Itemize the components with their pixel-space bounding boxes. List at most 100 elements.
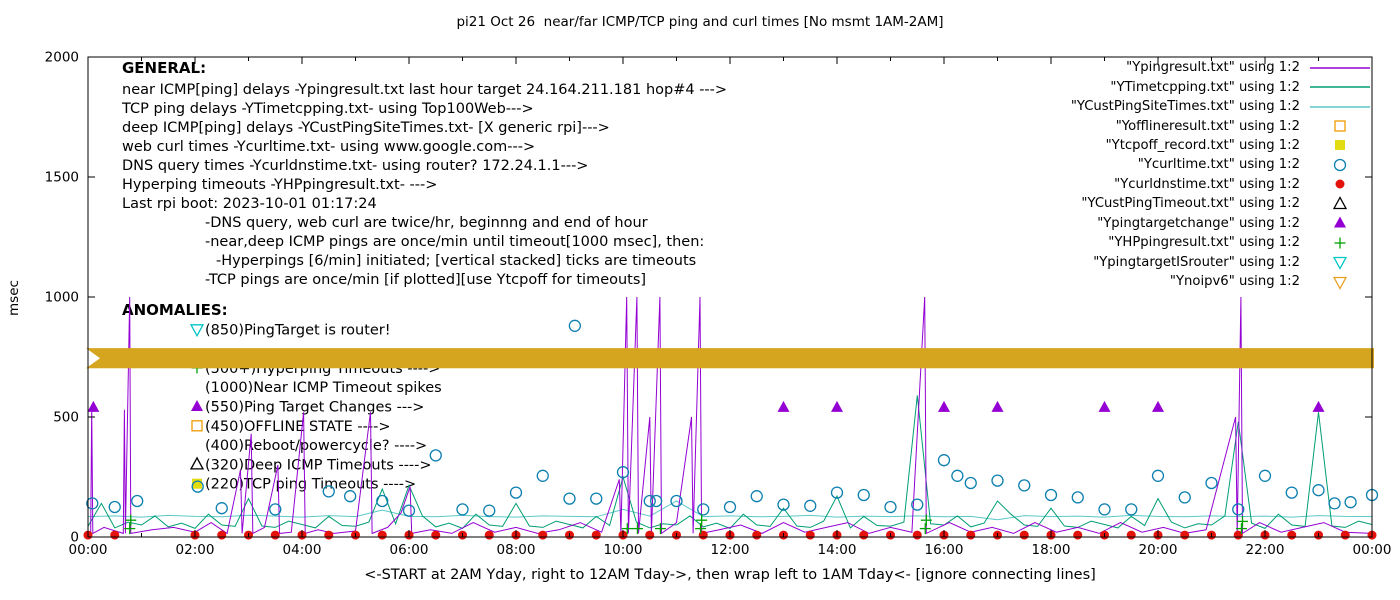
general-line: TCP ping delays -YTimetcpping.txt- using…	[121, 101, 534, 117]
anomaly-square-open	[191, 420, 203, 432]
legend-item-label: "YTimetcpping.txt" using 1:2	[1110, 79, 1300, 95]
series-deep_ping_sites	[87, 500, 1373, 521]
circle-open-marker	[1044, 488, 1058, 502]
circle-filled-marker	[645, 530, 655, 540]
triangle-filled-marker	[1312, 400, 1325, 412]
triangle-filled-icon	[1334, 216, 1346, 228]
legend-item-label: "Ypingresult.txt" using 1:2	[1126, 60, 1300, 76]
circle-filled-icon	[1335, 179, 1345, 189]
circle-open-marker	[429, 449, 442, 462]
circle-open-marker	[86, 497, 99, 510]
legend-item: "YTimetcpping.txt" using 1:2	[1071, 77, 1372, 96]
legend-marker-triangle-open	[1332, 195, 1348, 209]
anomaly-triangle-filled	[191, 400, 203, 411]
legend-marker-circle-open	[1333, 158, 1347, 172]
circle-open-marker	[1312, 484, 1325, 497]
circle-open-marker	[830, 486, 844, 499]
series-hyperping	[124, 514, 1249, 535]
square-open-icon	[1334, 120, 1346, 132]
legend-item: "YCustPingTimeout.txt" using 1:2	[1071, 194, 1372, 213]
series-near_icmp_ping	[88, 296, 1373, 535]
circle-open-marker	[1018, 479, 1031, 492]
plus-icon	[1334, 237, 1346, 249]
circle-open-marker	[1285, 486, 1298, 499]
legend-item: "Yofflineresult.txt" using 1:2	[1071, 116, 1372, 135]
plus-marker	[125, 514, 137, 526]
circle-open-marker	[643, 494, 656, 508]
x-tick-label: 12:00	[711, 542, 750, 558]
triangle-filled-marker	[87, 400, 100, 412]
circle-open-marker	[1071, 491, 1084, 504]
anomaly-triangle-down-open	[189, 324, 205, 338]
y-tick-label: 1000	[45, 290, 79, 306]
circle-filled-marker	[538, 530, 548, 540]
plus-marker	[1235, 523, 1247, 535]
series-web_curl	[86, 319, 1379, 517]
plus-marker	[124, 523, 136, 535]
general-line: -Hyperpings [6/min] initiated; [vertical…	[216, 253, 696, 269]
x-tick-label: 06:00	[390, 542, 429, 558]
anomaly-line: (320)Deep ICMP Timeouts ---->	[205, 457, 432, 473]
legend-item-label: "Ycurldnstime.txt" using 1:2	[1114, 176, 1300, 192]
general-line: near ICMP[ping] delays -Ypingresult.txt …	[122, 82, 727, 98]
y-tick-label: 1500	[45, 170, 79, 186]
plus-marker	[696, 514, 708, 526]
legend-item: "YHPpingresult.txt" using 1:2	[1071, 233, 1372, 252]
legend-item: "Ytcpoff_record.txt" using 1:2	[1071, 136, 1372, 155]
circle-filled-marker	[217, 530, 227, 540]
plus-marker	[919, 523, 931, 535]
circle-open-marker	[804, 499, 817, 512]
circle-open-marker	[536, 469, 549, 482]
legend-item-label: "Ypingtargetchange" using 1:2	[1097, 215, 1300, 231]
anomaly-line: (850)PingTarget is router!	[205, 322, 391, 338]
circle-open-marker	[670, 494, 683, 508]
general-line: Hyperping timeouts -YHPpingresult.txt- -…	[122, 177, 437, 193]
circle-open-marker	[402, 504, 416, 517]
circle-open-marker	[215, 502, 228, 515]
legend-item: "Ypingresult.txt" using 1:2	[1071, 58, 1372, 77]
circle-open-marker	[563, 492, 576, 505]
general-notes: GENERAL: near ICMP[ping] delays -Ypingres…	[121, 59, 727, 288]
circle-open-marker	[322, 485, 335, 498]
circle-open-marker	[191, 480, 204, 493]
legend-item-label: "YCustPingTimeout.txt" using 1:2	[1081, 196, 1300, 212]
circle-open-marker	[857, 488, 870, 502]
circle-open-marker	[1098, 503, 1111, 516]
circle-open-marker	[1151, 469, 1165, 482]
legend-item-label: "YHPpingresult.txt" using 1:2	[1108, 235, 1300, 251]
axes: 0 500 1000 1500 2000 00:00 02:00 04:00 06:00 08:0…	[45, 50, 1392, 559]
circle-open-marker	[650, 494, 663, 508]
circle-open-marker	[108, 500, 121, 514]
plus-marker	[621, 523, 633, 535]
circle-filled-marker	[324, 530, 334, 540]
x-tick-label: 04:00	[283, 542, 322, 558]
circle-filled-marker	[1019, 530, 1029, 540]
general-header: GENERAL:	[122, 59, 206, 77]
legend-item: "Ynoipv6" using 1:2	[1071, 272, 1372, 291]
legend-marker-line	[1310, 86, 1370, 88]
circle-open-marker	[937, 454, 951, 467]
general-line: deep ICMP[ping] delays -YCustPingSiteTim…	[122, 120, 610, 136]
circle-open-marker	[483, 504, 496, 517]
x-tick-label: 22:00	[1246, 542, 1285, 558]
circle-open-marker	[1344, 496, 1357, 509]
series-noipv6_band	[86, 348, 1374, 369]
legend-item-label: "YpingtargetISrouter" using 1:2	[1093, 254, 1300, 270]
legend-marker-triangle-down-open	[1332, 276, 1348, 290]
general-line: web curl times -Ycurltime.txt- using www…	[122, 139, 535, 155]
triangle-open-icon	[1332, 195, 1348, 209]
x-tick-label: 20:00	[1139, 542, 1178, 558]
circle-open-marker	[376, 494, 389, 508]
x-tick-label: 16:00	[925, 542, 964, 558]
circle-open-marker	[697, 503, 710, 516]
y-tick-label: 2000	[45, 50, 79, 66]
general-line: -DNS query, web curl are twice/hr, begin…	[205, 215, 648, 231]
anomaly-triangle-open	[189, 456, 205, 470]
circle-open-marker	[1178, 491, 1191, 504]
x-tick-label: 10:00	[604, 542, 643, 558]
triangle-filled-marker	[831, 400, 843, 412]
circle-open-marker	[1258, 469, 1272, 482]
legend-item-label: "YCustPingSiteTimes.txt" using 1:2	[1070, 99, 1300, 115]
triangle-filled-marker	[777, 400, 790, 412]
